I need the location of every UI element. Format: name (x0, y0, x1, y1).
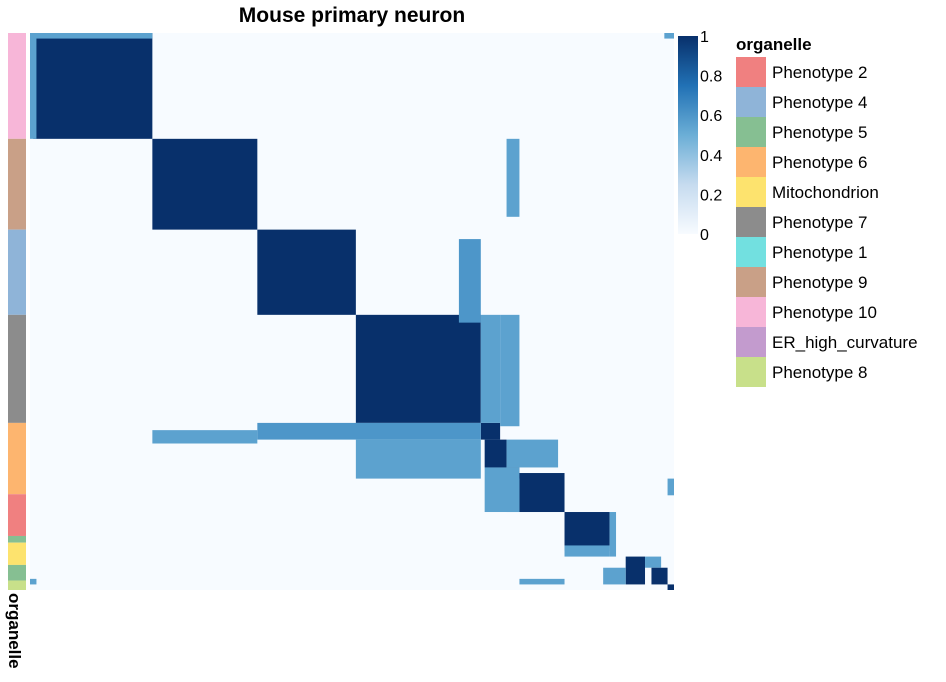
annotation-segment-3 (8, 314, 26, 423)
chart-title: Mouse primary neuron (239, 4, 465, 27)
heatmap-block-19 (564, 545, 610, 557)
heatmap-body (30, 33, 674, 590)
heatmap-block-1 (152, 138, 258, 230)
annotation-segment-0 (8, 33, 26, 139)
legend-label: ER_high_curvature (772, 333, 918, 352)
legend-swatch (736, 297, 766, 327)
legend-swatch (736, 237, 766, 267)
colorbar-tick-label: 0 (700, 227, 709, 244)
legend-label: Phenotype 4 (772, 93, 867, 112)
colorbar-tick-label: 1 (700, 29, 709, 46)
heatmap-block-9 (355, 439, 481, 479)
heatmap-block-10 (484, 439, 507, 468)
heatmap-block-27 (33, 33, 153, 39)
annotation-segment-8 (8, 564, 26, 581)
legend-swatch (736, 87, 766, 117)
annotation-segment-5 (8, 494, 26, 536)
colorbar-tick-label: 0.8 (700, 69, 722, 86)
heatmap-block-5 (480, 314, 501, 423)
legend-label: Phenotype 2 (772, 63, 867, 82)
annotation-segment-7 (8, 542, 26, 565)
heatmap-block-4 (480, 422, 501, 440)
legend-swatch (736, 357, 766, 387)
heatmap-block-25 (667, 584, 674, 590)
heatmap-block-29 (519, 578, 565, 585)
heatmap-block-22 (645, 556, 662, 568)
colorbar-tick-label: 0.4 (700, 148, 722, 165)
annotation-segment-9 (8, 580, 26, 590)
legend-swatch (736, 117, 766, 147)
annotation-axis-label: organelle (5, 593, 24, 669)
legend-title: organelle (736, 35, 812, 54)
heatmap-block-7 (458, 239, 481, 323)
legend-label: Phenotype 10 (772, 303, 877, 322)
colorbar (678, 36, 698, 234)
heatmap-block-31 (664, 33, 674, 39)
legend-label: Phenotype 8 (772, 363, 867, 382)
heatmap-block-21 (625, 556, 646, 585)
annotation-segment-2 (8, 229, 26, 315)
heatmap-block-2 (257, 229, 356, 315)
legend-label: Phenotype 9 (772, 273, 867, 292)
heatmap-block-24 (651, 567, 668, 585)
legend-label: Phenotype 6 (772, 153, 867, 172)
colorbar-tick-label: 0.6 (700, 108, 722, 125)
annotation-segment-1 (8, 138, 26, 230)
heatmap-block-30 (30, 578, 37, 585)
colorbar-tick-label: 0.2 (700, 187, 722, 204)
heatmap-block-28 (667, 478, 674, 496)
heatmap-block-20 (609, 512, 617, 557)
heatmap-block-26 (30, 33, 37, 139)
legend-label: Phenotype 7 (772, 213, 867, 232)
legend-swatch (736, 147, 766, 177)
colorbar-ticks: 1 0.8 0.6 0.4 0.2 0 (700, 29, 722, 244)
heatmap-block-16 (506, 138, 520, 217)
legend-label: Mitochondrion (772, 183, 879, 202)
heatmap-block-0 (33, 33, 153, 139)
legend-label: Phenotype 1 (772, 243, 867, 262)
legend-swatch (736, 267, 766, 297)
legend-swatch (736, 177, 766, 207)
heatmap-block-6 (257, 422, 481, 440)
heatmap-block-11 (506, 439, 559, 468)
legend: Phenotype 2 Phenotype 4 Phenotype 5 Phenoty… (736, 57, 918, 387)
heatmap-block-17 (152, 430, 258, 444)
heatmap-block-8 (500, 314, 520, 427)
heatmap-block-18 (564, 512, 610, 552)
annotation-segment-6 (8, 535, 26, 543)
heatmap-block-14 (519, 473, 565, 513)
legend-label: Phenotype 5 (772, 123, 867, 142)
legend-swatch (736, 207, 766, 237)
legend-swatch (736, 327, 766, 357)
heatmap-block-15 (506, 478, 520, 513)
organelle-annotation-bar (8, 33, 26, 590)
legend-swatch (736, 57, 766, 87)
heatmap-block-23 (603, 567, 626, 585)
annotation-segment-4 (8, 422, 26, 495)
heatmap-block-3 (355, 314, 481, 423)
